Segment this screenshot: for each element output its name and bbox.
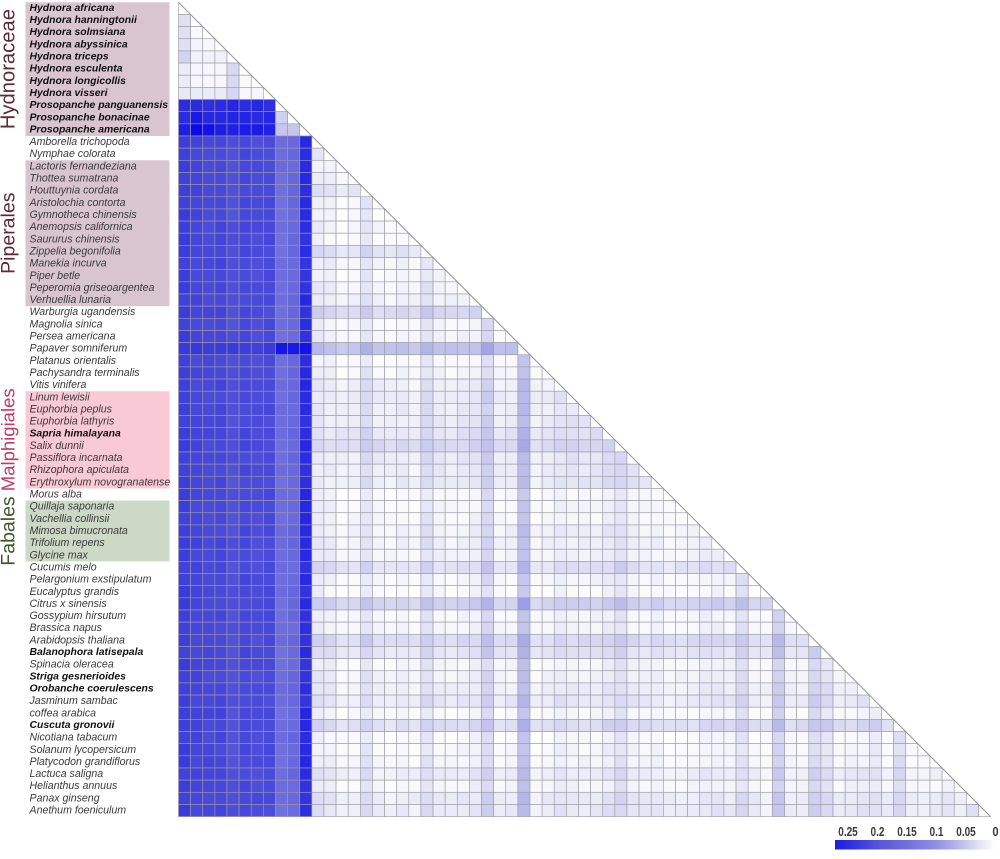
svg-text:Erythroxylum novogranatense: Erythroxylum novogranatense: [30, 476, 171, 488]
svg-text:Euphorbia peplus: Euphorbia peplus: [30, 403, 113, 415]
svg-text:Platanus orientalis: Platanus orientalis: [30, 355, 117, 367]
svg-text:0: 0: [992, 824, 998, 839]
svg-text:Piperales: Piperales: [0, 192, 20, 274]
svg-text:0.1: 0.1: [930, 824, 944, 839]
svg-text:Hydnora hanningtonii: Hydnora hanningtonii: [30, 15, 138, 26]
svg-text:Nymphae colorata: Nymphae colorata: [30, 148, 116, 160]
svg-text:Gymnotheca chinensis: Gymnotheca chinensis: [30, 209, 138, 221]
svg-text:Saururus chinensis: Saururus chinensis: [30, 233, 121, 245]
svg-text:Anethum foeniculum: Anethum foeniculum: [29, 805, 127, 817]
svg-text:Hydnora africana: Hydnora africana: [30, 3, 115, 14]
svg-text:Trifolium repens: Trifolium repens: [30, 537, 106, 549]
svg-text:Eucalyptus grandis: Eucalyptus grandis: [30, 586, 120, 598]
svg-text:Lactoris fernandeziana: Lactoris fernandeziana: [30, 160, 137, 172]
svg-text:Hydnora solmsiana: Hydnora solmsiana: [30, 27, 126, 38]
svg-text:Euphorbia lathyris: Euphorbia lathyris: [30, 416, 115, 428]
svg-text:Cucumis melo: Cucumis melo: [30, 561, 97, 573]
svg-text:Pachysandra terminalis: Pachysandra terminalis: [30, 367, 141, 379]
svg-text:Striga gesnerioides: Striga gesnerioides: [30, 671, 127, 682]
svg-text:Quillaja saponaria: Quillaja saponaria: [30, 501, 115, 513]
svg-text:Morus alba: Morus alba: [30, 489, 83, 501]
svg-text:Hydnora visseri: Hydnora visseri: [30, 88, 109, 99]
svg-text:coffea arabica: coffea arabica: [30, 707, 97, 719]
svg-text:Balanophora latisepala: Balanophora latisepala: [30, 647, 144, 658]
svg-text:Prosopanche panguanensis: Prosopanche panguanensis: [30, 100, 169, 111]
svg-text:Houttuynia cordata: Houttuynia cordata: [30, 185, 119, 197]
svg-text:Anemopsis californica: Anemopsis californica: [29, 221, 133, 233]
svg-text:Magnolia sinica: Magnolia sinica: [30, 318, 103, 330]
svg-text:Passiflora incarnata: Passiflora incarnata: [30, 452, 123, 464]
svg-text:Arabidopsis thaliana: Arabidopsis thaliana: [29, 634, 126, 646]
svg-text:Manekia incurva: Manekia incurva: [30, 258, 107, 270]
svg-text:Warburgia ugandensis: Warburgia ugandensis: [30, 306, 137, 318]
svg-text:Hydnora esculenta: Hydnora esculenta: [30, 64, 123, 75]
svg-text:Rhizophora apiculata: Rhizophora apiculata: [30, 464, 130, 476]
svg-text:Amborella trichopoda: Amborella trichopoda: [29, 136, 130, 148]
svg-text:Zippelia begonifolia: Zippelia begonifolia: [29, 245, 121, 257]
svg-text:0.05: 0.05: [956, 824, 976, 839]
svg-text:Citrus x sinensis: Citrus x sinensis: [30, 598, 108, 610]
svg-text:Gossypium hirsutum: Gossypium hirsutum: [30, 610, 127, 622]
svg-text:Pelargonium exstipulatum: Pelargonium exstipulatum: [30, 574, 152, 586]
svg-text:Persea americana: Persea americana: [30, 331, 116, 343]
svg-text:Peperomia griseoargentea: Peperomia griseoargentea: [30, 282, 155, 294]
svg-text:0.2: 0.2: [871, 824, 885, 839]
svg-text:Linum lewisii: Linum lewisii: [30, 391, 91, 403]
svg-text:Piper betle: Piper betle: [30, 270, 81, 282]
svg-text:Solanum lycopersicum: Solanum lycopersicum: [30, 744, 137, 756]
svg-text:Hydnora abyssinica: Hydnora abyssinica: [30, 39, 128, 50]
svg-text:Malphigiales: Malphigiales: [0, 388, 19, 491]
svg-text:Panax ginseng: Panax ginseng: [30, 792, 100, 804]
svg-text:Glycine max: Glycine max: [30, 549, 89, 561]
svg-text:Lactuca saligna: Lactuca saligna: [30, 768, 104, 780]
svg-text:Jasminum sambac: Jasminum sambac: [29, 695, 119, 707]
svg-text:Cuscuta gronovii: Cuscuta gronovii: [30, 720, 116, 731]
svg-text:0.25: 0.25: [838, 824, 858, 839]
svg-text:Verhuellia lunaria: Verhuellia lunaria: [30, 294, 112, 306]
svg-text:Fabales: Fabales: [0, 496, 20, 566]
svg-text:Hydnoraceae: Hydnoraceae: [0, 9, 20, 129]
svg-text:Mimosa bimucronata: Mimosa bimucronata: [30, 525, 128, 537]
svg-text:Spinacia oleracea: Spinacia oleracea: [30, 659, 114, 671]
svg-text:Prosopanche bonacinae: Prosopanche bonacinae: [30, 112, 150, 123]
svg-text:Hydnora longicollis: Hydnora longicollis: [30, 76, 127, 87]
svg-text:Prosopanche americana: Prosopanche americana: [30, 124, 150, 135]
svg-text:Platycodon grandiflorus: Platycodon grandiflorus: [30, 756, 141, 768]
svg-text:Nicotiana tabacum: Nicotiana tabacum: [30, 732, 118, 744]
svg-text:0.15: 0.15: [897, 824, 917, 839]
svg-text:Hydnora triceps: Hydnora triceps: [30, 51, 109, 62]
svg-text:Aristolochia contorta: Aristolochia contorta: [29, 197, 126, 209]
svg-text:Salix dunnii: Salix dunnii: [30, 440, 85, 452]
svg-text:Helianthus annuus: Helianthus annuus: [30, 780, 118, 792]
svg-text:Sapria himalayana: Sapria himalayana: [30, 428, 121, 439]
svg-text:Thottea sumatrana: Thottea sumatrana: [30, 173, 119, 185]
svg-text:Orobanche coerulescens: Orobanche coerulescens: [30, 683, 154, 694]
svg-text:Brassica napus: Brassica napus: [30, 622, 103, 634]
svg-text:Papaver somniferum: Papaver somniferum: [30, 343, 128, 355]
svg-text:Vachellia collinsii: Vachellia collinsii: [30, 513, 110, 525]
svg-text:Vitis vinifera: Vitis vinifera: [30, 379, 87, 391]
